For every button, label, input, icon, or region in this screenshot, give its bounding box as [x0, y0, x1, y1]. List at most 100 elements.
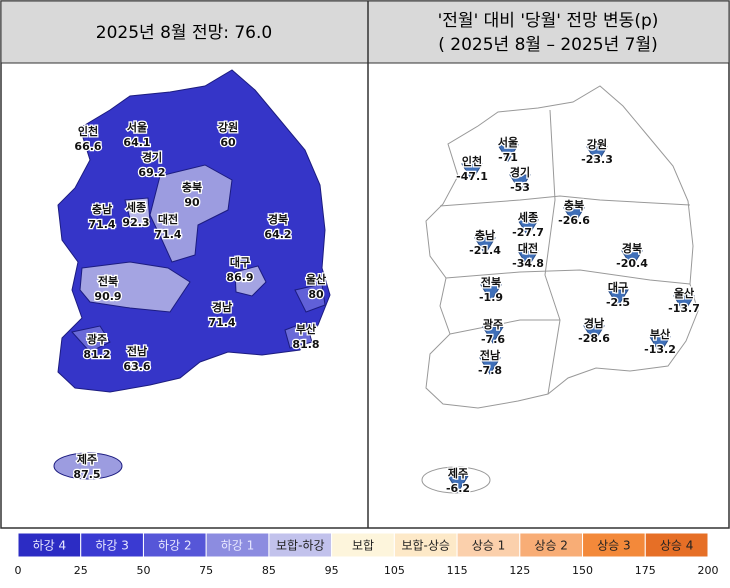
region-value: 90.9 [94, 290, 121, 303]
scale-label: 115 [447, 564, 468, 577]
region-value: 64.2 [264, 228, 291, 241]
region-name: 전남 [480, 348, 500, 362]
legend-label: 상승 4 [660, 539, 694, 553]
region-value: -1.9 [479, 291, 503, 304]
down-arrow [649, 336, 671, 354]
region-value: 69.2 [138, 166, 165, 179]
region-name: 경기 [510, 165, 530, 179]
region-name: 경북 [622, 241, 642, 255]
down-arrow [479, 357, 501, 375]
region-name: 경북 [268, 212, 288, 226]
region-name: 광주 [87, 333, 107, 346]
region-name: 전남 [127, 344, 147, 358]
scale-label: 125 [509, 564, 530, 577]
legend-label: 보합 [352, 539, 374, 553]
left-header: 2025년 8월 전망: 76.0 [96, 23, 272, 43]
region-name: 강원 [587, 137, 607, 151]
legend-swatch [456, 532, 521, 558]
down-arrow [673, 295, 695, 313]
scale-label: 25 [74, 564, 88, 577]
down-arrow [583, 325, 605, 343]
region-shape [71, 325, 111, 353]
down-arrow [474, 237, 496, 255]
region-value: 80 [308, 288, 324, 301]
down-arrow [480, 284, 502, 302]
down-arrow [517, 250, 539, 268]
region-value: 71.4 [154, 228, 181, 241]
region-name: 충북 [564, 198, 584, 212]
region-value: -26.6 [558, 214, 590, 227]
region-value: -13.2 [644, 343, 676, 356]
region-name: 서울 [498, 135, 518, 149]
region-shape [234, 265, 267, 297]
scale-label: 150 [572, 564, 593, 577]
scale-label: 50 [136, 564, 150, 577]
region-name: 경남 [212, 300, 232, 314]
region-name: 전북 [98, 274, 118, 288]
region-shape [79, 261, 191, 313]
region-name: 세종 [518, 210, 538, 224]
legend-label: 상승 3 [597, 539, 631, 553]
legend-label: 하강 4 [33, 539, 67, 553]
legend-label: 하강 2 [158, 539, 192, 553]
region-value: -7.6 [481, 333, 505, 346]
region-name: 세종 [126, 200, 146, 214]
right-header-bg [367, 0, 730, 64]
region-name: 인천 [78, 124, 98, 138]
region-value: 90 [184, 196, 200, 209]
down-arrow [497, 144, 519, 162]
legend-label: 상승 1 [472, 539, 506, 553]
region-border [544, 109, 561, 395]
region-name: 충북 [182, 180, 202, 194]
region-name: 경남 [584, 316, 604, 330]
region-value: -2.5 [606, 296, 630, 309]
region-value: 92.3 [122, 216, 149, 229]
region-value: -20.4 [616, 257, 648, 270]
region-value: -21.4 [469, 244, 501, 257]
legend-swatch [268, 532, 333, 558]
legend-label: 보합-하강 [276, 539, 325, 553]
region-name: 강원 [218, 120, 238, 134]
region-name: 인천 [462, 154, 482, 168]
scale-label: 105 [384, 564, 405, 577]
region-value: 81.2 [83, 348, 110, 361]
region-value: 71.4 [88, 218, 115, 231]
region-value: -7.8 [478, 364, 502, 377]
region-name: 제주 [77, 452, 97, 466]
region-name: 대전 [158, 212, 178, 226]
region-shape [149, 164, 233, 263]
down-arrow [482, 326, 504, 344]
scale-label: 95 [325, 564, 339, 577]
region-value: -53 [510, 181, 530, 194]
legend-swatch [331, 532, 395, 558]
region-name: 서울 [127, 120, 147, 134]
region-value: 64.1 [123, 136, 150, 149]
region-value: 71.4 [208, 316, 235, 329]
region-value: -27.7 [512, 226, 544, 239]
scale-label: 85 [262, 564, 276, 577]
region-border [449, 319, 560, 335]
region-name: 부산 [296, 322, 316, 336]
legend-label: 상승 2 [534, 539, 568, 553]
region-name: 광주 [483, 318, 503, 331]
legend-swatch [582, 532, 646, 558]
down-arrow [563, 207, 585, 225]
down-arrow [447, 475, 469, 493]
down-arrow [517, 219, 539, 237]
scale-label: 75 [199, 564, 213, 577]
region-value: -47.1 [456, 170, 488, 183]
legend-label: 보합-상승 [401, 539, 450, 553]
region-shape [124, 197, 151, 227]
scale-label: 200 [698, 564, 719, 577]
jeju-shape [53, 452, 123, 480]
region-name: 울산 [674, 286, 694, 300]
scale-label: 175 [635, 564, 656, 577]
region-name: 대구 [230, 255, 250, 269]
region-name: 제주 [448, 466, 468, 480]
region-name: 충남 [92, 202, 112, 216]
region-value: 66.6 [74, 140, 101, 153]
legend-swatch [205, 532, 270, 558]
region-value: 81.8 [292, 338, 319, 351]
region-value: -28.6 [578, 332, 610, 345]
